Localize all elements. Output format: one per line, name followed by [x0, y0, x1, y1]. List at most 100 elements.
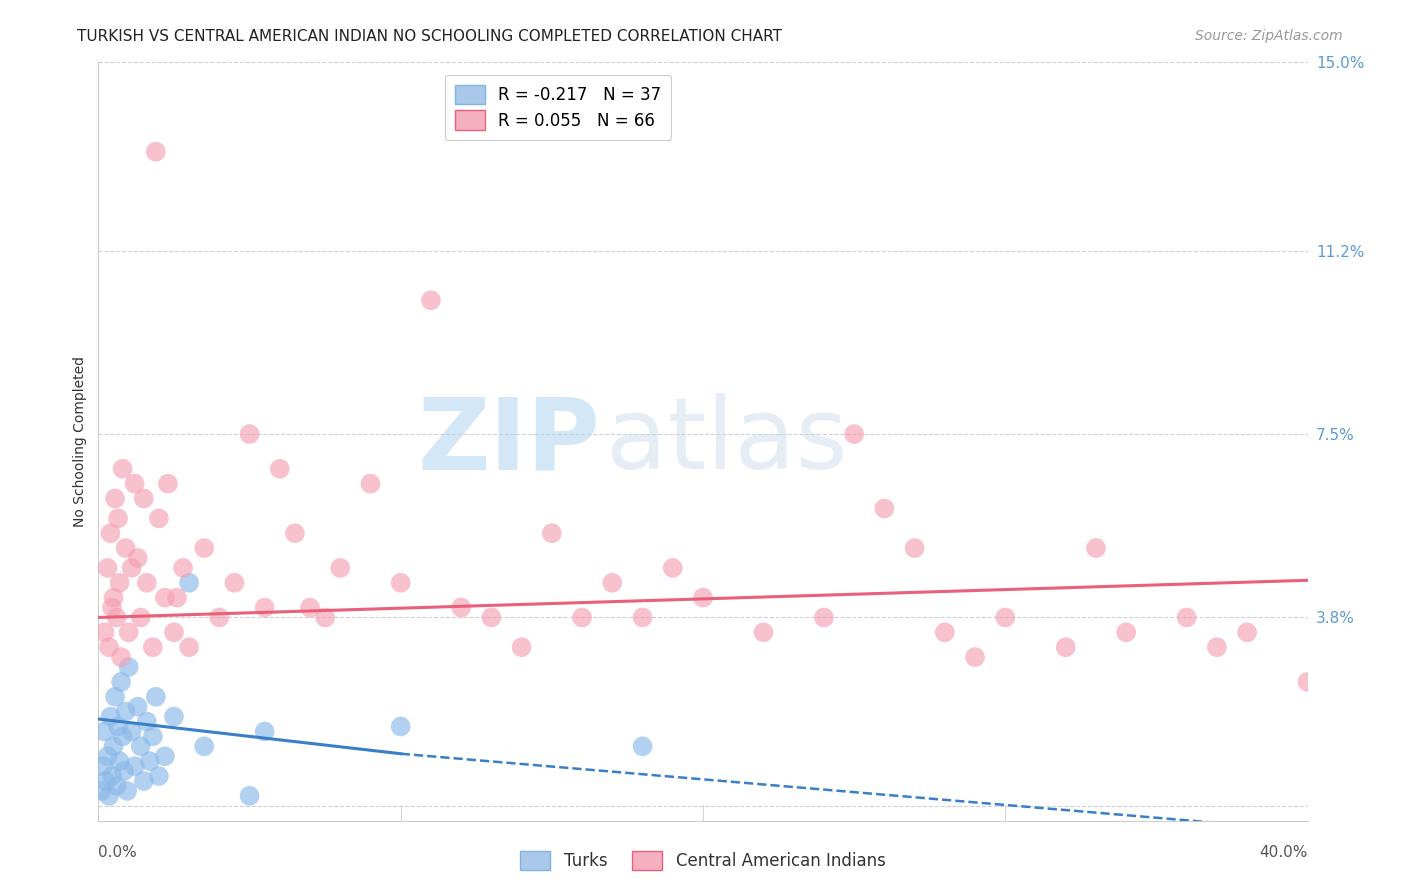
Point — [253, 724, 276, 739]
Point — [1054, 640, 1077, 655]
Point — [208, 610, 231, 624]
Point — [127, 551, 149, 566]
Point — [692, 591, 714, 605]
Point — [1206, 640, 1229, 655]
Y-axis label: No Schooling Completed: No Schooling Completed — [73, 356, 87, 527]
Point — [752, 625, 775, 640]
Point — [873, 501, 896, 516]
Point — [965, 650, 987, 665]
Point — [661, 561, 683, 575]
Point — [114, 541, 136, 555]
Point — [156, 476, 179, 491]
Point — [121, 561, 143, 575]
Legend: R = -0.217   N = 37, R = 0.055   N = 66: R = -0.217 N = 37, R = 0.055 N = 66 — [444, 75, 671, 140]
Point — [540, 526, 562, 541]
Point — [96, 749, 118, 764]
Text: 0.0%: 0.0% — [98, 846, 138, 861]
Point — [1296, 674, 1319, 689]
Point — [329, 561, 352, 575]
Point — [105, 610, 128, 624]
Point — [101, 600, 124, 615]
Point — [124, 476, 146, 491]
Point — [108, 575, 131, 590]
Point — [193, 739, 215, 754]
Point — [163, 625, 186, 640]
Point — [129, 610, 152, 624]
Text: ZIP: ZIP — [418, 393, 600, 490]
Point — [631, 610, 654, 624]
Point — [100, 709, 122, 723]
Point — [389, 719, 412, 733]
Point — [135, 575, 157, 590]
Point — [172, 561, 194, 575]
Point — [269, 462, 291, 476]
Text: atlas: atlas — [606, 393, 848, 490]
Point — [107, 511, 129, 525]
Point — [108, 754, 131, 768]
Point — [602, 575, 624, 590]
Point — [111, 462, 134, 476]
Point — [142, 640, 165, 655]
Point — [481, 610, 503, 624]
Point — [94, 774, 117, 789]
Point — [91, 759, 114, 773]
Text: 40.0%: 40.0% — [1260, 846, 1308, 861]
Point — [112, 764, 135, 778]
Point — [239, 789, 262, 803]
Point — [179, 640, 201, 655]
Point — [96, 561, 118, 575]
Point — [121, 724, 143, 739]
Point — [224, 575, 246, 590]
Point — [420, 293, 443, 308]
Legend: Turks, Central American Indians: Turks, Central American Indians — [513, 845, 893, 877]
Text: Source: ZipAtlas.com: Source: ZipAtlas.com — [1195, 29, 1343, 44]
Point — [145, 145, 167, 159]
Point — [163, 709, 186, 723]
Point — [105, 779, 128, 793]
Point — [115, 784, 138, 798]
Point — [142, 730, 165, 744]
Point — [1175, 610, 1198, 624]
Point — [103, 591, 125, 605]
Point — [314, 610, 336, 624]
Point — [114, 705, 136, 719]
Point — [1115, 625, 1137, 640]
Point — [179, 575, 201, 590]
Point — [110, 650, 132, 665]
Point — [104, 491, 127, 506]
Point — [571, 610, 593, 624]
Point — [148, 769, 170, 783]
Point — [129, 739, 152, 754]
Point — [450, 600, 472, 615]
Point — [360, 476, 382, 491]
Point — [148, 511, 170, 525]
Point — [93, 724, 115, 739]
Point — [934, 625, 956, 640]
Point — [98, 640, 121, 655]
Point — [1085, 541, 1108, 555]
Point — [193, 541, 215, 555]
Point — [98, 789, 121, 803]
Point — [239, 427, 262, 442]
Point — [994, 610, 1017, 624]
Point — [104, 690, 127, 704]
Point — [118, 625, 141, 640]
Point — [135, 714, 157, 729]
Point — [118, 660, 141, 674]
Point — [631, 739, 654, 754]
Point — [107, 719, 129, 733]
Point — [110, 674, 132, 689]
Point — [166, 591, 188, 605]
Point — [299, 600, 322, 615]
Point — [510, 640, 533, 655]
Point — [1236, 625, 1258, 640]
Point — [253, 600, 276, 615]
Point — [153, 591, 176, 605]
Point — [284, 526, 307, 541]
Text: TURKISH VS CENTRAL AMERICAN INDIAN NO SCHOOLING COMPLETED CORRELATION CHART: TURKISH VS CENTRAL AMERICAN INDIAN NO SC… — [77, 29, 782, 45]
Point — [90, 784, 112, 798]
Point — [111, 730, 134, 744]
Point — [132, 774, 155, 789]
Point — [127, 699, 149, 714]
Point — [101, 769, 124, 783]
